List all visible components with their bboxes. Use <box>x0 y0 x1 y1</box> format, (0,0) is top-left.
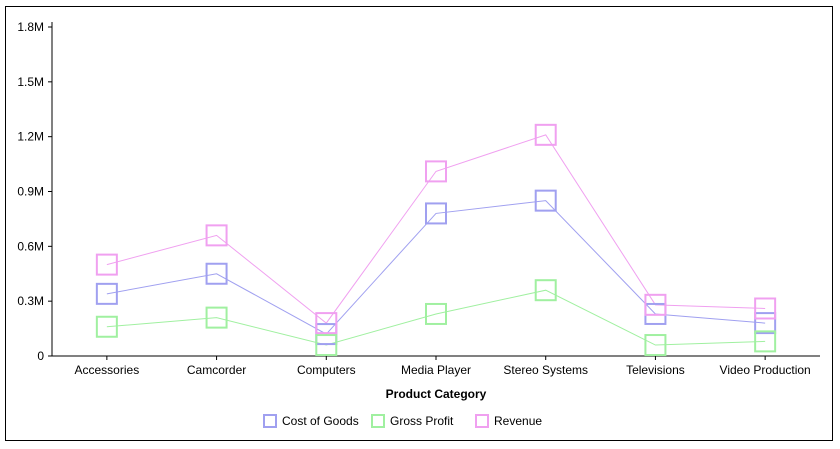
data-point <box>205 306 228 329</box>
y-tick-label: 1.5M <box>17 75 44 89</box>
legend-swatch <box>263 414 277 428</box>
data-point <box>754 330 777 353</box>
chart-frame <box>5 6 833 441</box>
legend-swatch <box>475 414 489 428</box>
x-tick-label: Accessories <box>75 363 140 377</box>
y-tick-label: 0.6M <box>17 239 44 253</box>
y-axis: 0 0.3M 0.6M 0.9M 1.2M 1.5M 1.8M <box>17 20 53 363</box>
x-tick-label: Stereo Systems <box>503 363 588 377</box>
data-point <box>644 293 667 316</box>
data-point <box>205 224 228 247</box>
data-point <box>754 312 777 335</box>
x-tick-label: Computers <box>297 363 356 377</box>
data-point <box>644 334 667 357</box>
x-tick-label: Media Player <box>401 363 471 377</box>
data-point <box>95 253 118 276</box>
x-axis-title: Product Category <box>386 387 487 401</box>
legend-label: Revenue <box>494 414 542 428</box>
series-markers <box>95 123 777 357</box>
data-point <box>205 262 228 285</box>
y-tick-label: 0 <box>37 349 44 363</box>
legend-label: Cost of Goods <box>282 414 359 428</box>
data-point <box>315 334 338 357</box>
data-point <box>425 160 447 183</box>
x-tick-label: Video Production <box>720 363 811 377</box>
data-point <box>425 302 447 325</box>
data-point <box>95 315 118 338</box>
data-point <box>95 282 118 305</box>
legend-label: Gross Profit <box>390 414 454 428</box>
legend: Cost of Goods Gross Profit Revenue <box>263 414 542 428</box>
y-tick-label: 0.3M <box>17 294 44 308</box>
data-point <box>534 279 557 302</box>
y-tick-label: 1.8M <box>17 20 44 34</box>
data-point <box>534 189 557 212</box>
x-tick-label: Camcorder <box>187 363 246 377</box>
x-tick-label: Televisions <box>626 363 685 377</box>
x-axis: Accessories Camcorder Computers Media Playe… <box>52 355 820 377</box>
series-line <box>106 289 766 346</box>
data-point <box>534 123 557 146</box>
legend-swatch <box>371 414 385 428</box>
y-tick-label: 1.2M <box>17 130 44 144</box>
data-point <box>754 297 777 320</box>
data-point <box>315 312 338 335</box>
y-tick-label: 0.9M <box>17 185 44 199</box>
data-point <box>425 202 447 225</box>
